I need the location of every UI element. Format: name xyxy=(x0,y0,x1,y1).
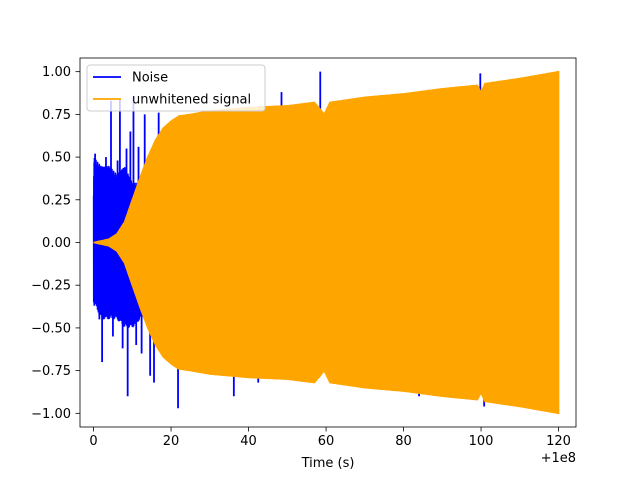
x-axis-label: Time (s) xyxy=(301,456,355,471)
x-tick-label: 0 xyxy=(89,434,97,449)
y-tick-label: 0.00 xyxy=(42,236,71,251)
x-offset-label: +1e8 xyxy=(541,451,576,466)
legend-label: unwhitened signal xyxy=(132,93,251,108)
x-tick-label: 120 xyxy=(546,434,571,449)
y-tick-label: −0.25 xyxy=(31,279,71,294)
y-tick-label: 0.75 xyxy=(42,108,71,123)
legend: Noise unwhitened signal xyxy=(86,64,266,112)
x-tick-label: 60 xyxy=(318,434,335,449)
y-tick-label: −0.75 xyxy=(31,364,71,379)
x-tick-label: 80 xyxy=(395,434,412,449)
legend-box xyxy=(86,64,266,112)
x-tick-label: 40 xyxy=(240,434,257,449)
x-tick-label: 20 xyxy=(163,434,180,449)
y-tick-label: −0.50 xyxy=(31,321,71,336)
y-tick-label: −1.00 xyxy=(31,407,71,422)
axes-layer: 0 20 40 60 80 100 120 −1.00 −0.75 −0.50 −0.25 0.00 0… xyxy=(31,57,577,471)
y-tick-label: 0.25 xyxy=(42,193,71,208)
y-tick-label: 1.00 xyxy=(42,65,71,80)
x-tick-label: 100 xyxy=(469,434,494,449)
y-tick-label: 0.50 xyxy=(42,151,71,166)
legend-label: Noise xyxy=(132,71,168,86)
series-layer xyxy=(92,70,560,415)
